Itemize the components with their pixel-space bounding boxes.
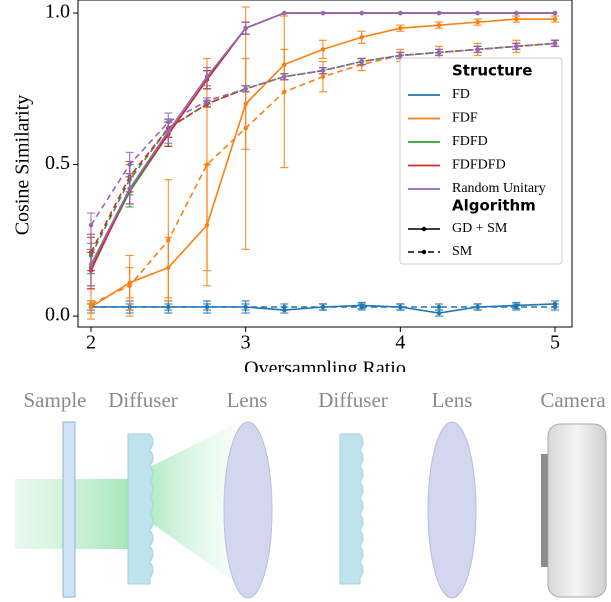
point [282, 10, 287, 16]
point [398, 10, 403, 16]
point [88, 222, 94, 228]
plot-frame [77, 0, 573, 328]
diagram-label: Sample [24, 388, 87, 412]
point [514, 16, 519, 22]
point [127, 186, 132, 192]
point [436, 22, 442, 28]
point [166, 119, 171, 125]
point [436, 50, 442, 55]
point [320, 10, 326, 16]
legend-label: FD [452, 87, 470, 102]
point [282, 89, 287, 95]
y-axis-label: Cosine Similarity [12, 95, 34, 236]
point [243, 125, 248, 131]
camera-mount [541, 454, 550, 567]
diagram: Sample Diffuser Lens Diffuser Lens Camer… [15, 388, 607, 599]
point [282, 74, 287, 79]
point [320, 68, 326, 73]
point [436, 310, 442, 316]
diagram-label: Camera [540, 388, 606, 412]
point [204, 98, 210, 104]
point [514, 10, 519, 16]
point [359, 35, 364, 40]
point [127, 283, 132, 288]
camera [547, 423, 607, 598]
point [475, 304, 480, 310]
legend-label: GD + SM [452, 221, 508, 236]
point [514, 304, 519, 310]
lens [223, 421, 273, 599]
point [166, 304, 171, 310]
diffuser [127, 433, 154, 585]
point [282, 304, 287, 310]
point [359, 304, 364, 310]
x-tick-label: 2 [86, 332, 96, 354]
legend-title: Algorithm [452, 197, 536, 215]
legend-label: FDFD [452, 134, 488, 149]
legend-label: FDFDFD [452, 158, 506, 173]
point [552, 41, 558, 46]
sample [62, 421, 76, 598]
point [436, 304, 442, 310]
point [359, 59, 364, 64]
lens [427, 421, 477, 599]
diffuser [339, 433, 364, 585]
point [552, 10, 558, 16]
point [204, 74, 210, 79]
point [514, 44, 519, 49]
point [243, 86, 248, 91]
legend-marker [421, 249, 427, 255]
legend-marker [421, 226, 427, 232]
point [475, 47, 480, 52]
point [320, 47, 326, 52]
y-tick-label: 1.0 [45, 1, 70, 23]
point [475, 10, 480, 16]
point [552, 16, 558, 22]
legend-label: FDF [452, 111, 478, 126]
point [166, 238, 171, 243]
legend-box [399, 57, 563, 265]
point [359, 10, 364, 16]
point [436, 10, 442, 16]
x-tick-label: 4 [395, 332, 405, 354]
x-tick-label: 5 [550, 332, 560, 354]
y-tick-label: 0.5 [45, 152, 70, 174]
point [398, 53, 403, 58]
point [320, 304, 326, 310]
legend-label: Random Unitary [452, 181, 546, 196]
point [204, 162, 210, 167]
point [552, 304, 558, 310]
point [320, 74, 326, 79]
diagram-label: Diffuser [108, 388, 178, 412]
point [204, 304, 210, 310]
point [243, 25, 248, 31]
legend-title: Structure [452, 62, 532, 80]
y-tick-label: 0.0 [45, 304, 70, 326]
point [398, 304, 403, 310]
point [127, 162, 132, 167]
point [88, 262, 94, 267]
point [475, 19, 480, 25]
legend-label: SM [452, 244, 473, 259]
light-cone [150, 424, 235, 582]
diagram-label: Lens [227, 388, 268, 412]
x-axis-label: Oversampling Ratio [244, 358, 406, 372]
point [88, 301, 94, 307]
point [398, 25, 403, 31]
point [243, 304, 248, 310]
diagram-label: Diffuser [318, 388, 388, 412]
diagram-label: Lens [432, 388, 473, 412]
x-tick-label: 3 [241, 332, 251, 354]
chart: Cosine Similarity Oversampling Ratio 0.0… [12, 0, 573, 372]
